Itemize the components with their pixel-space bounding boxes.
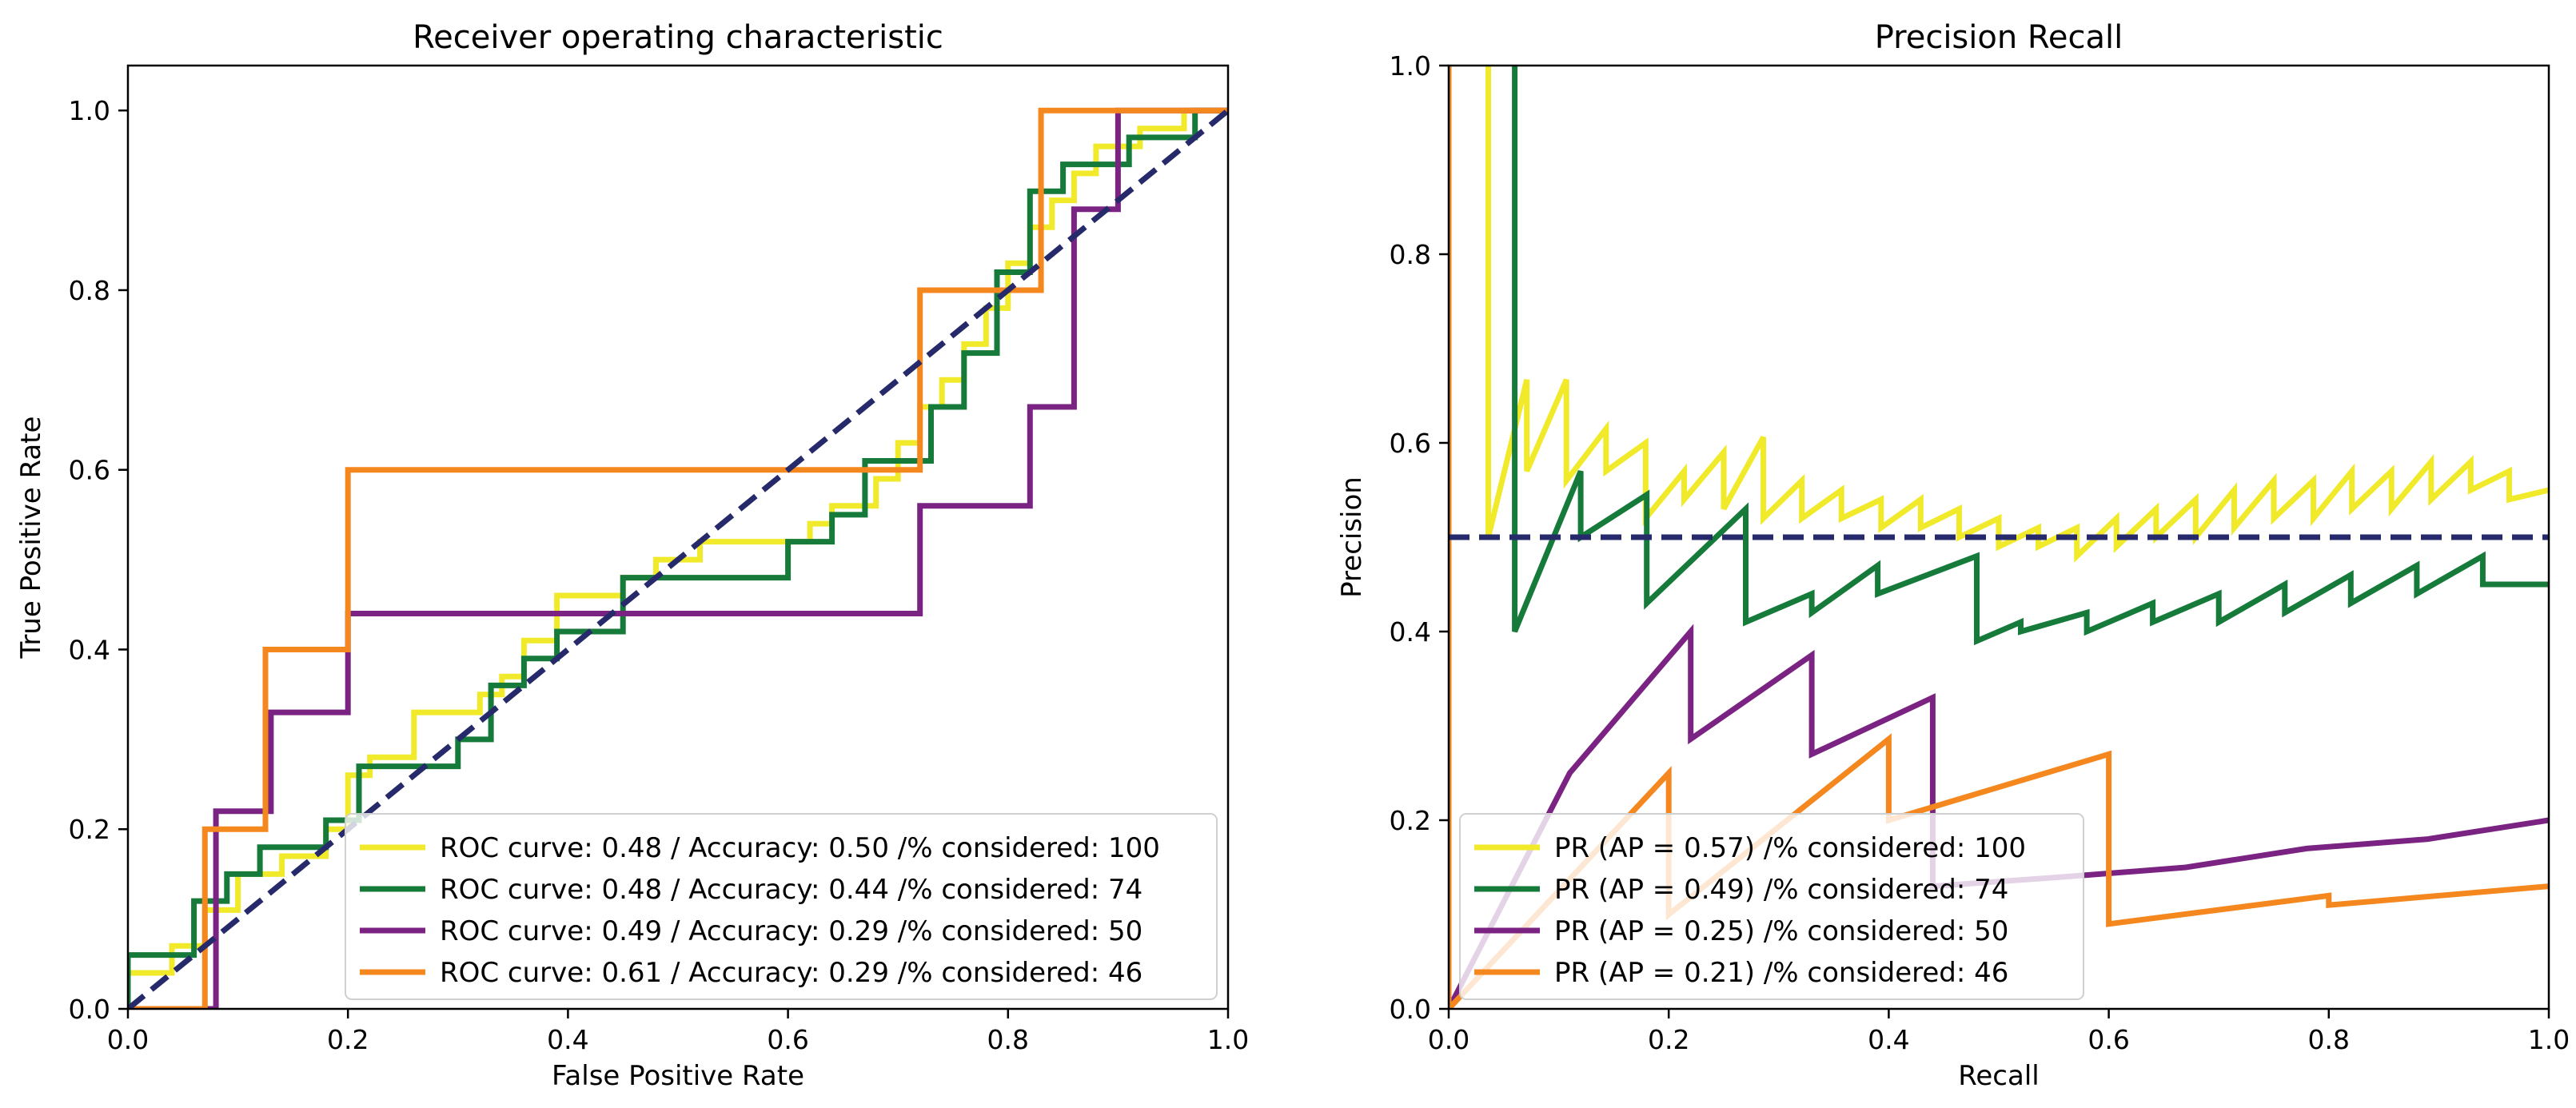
plot-area <box>1449 66 2549 1009</box>
plot-area <box>128 107 1228 1009</box>
y-tick-label: 0.0 <box>69 994 110 1025</box>
x-axis-label: False Positive Rate <box>552 1060 804 1092</box>
x-tick-label: 0.8 <box>2308 1024 2350 1055</box>
legend-label-3: PR (AP = 0.21) /% considered: 46 <box>1554 957 2008 989</box>
x-tick-label: 0.2 <box>327 1024 369 1055</box>
y-tick-label: 0.4 <box>1390 616 1431 648</box>
legend-label-1: PR (AP = 0.49) /% considered: 74 <box>1554 874 2008 906</box>
x-tick-label: 1.0 <box>2528 1024 2570 1055</box>
legend-label-3: ROC curve: 0.61 / Accuracy: 0.29 /% cons… <box>440 957 1142 989</box>
y-tick-label: 0.4 <box>69 634 110 665</box>
series-line-2 <box>1449 624 2549 1009</box>
legend: ROC curve: 0.48 / Accuracy: 0.50 /% cons… <box>345 813 1218 1000</box>
y-tick-label: 0.2 <box>1390 805 1431 836</box>
y-axis-label: True Positive Rate <box>15 416 47 660</box>
legend-label-2: PR (AP = 0.25) /% considered: 50 <box>1554 915 2008 947</box>
legend-label-1: ROC curve: 0.48 / Accuracy: 0.44 /% cons… <box>440 874 1142 906</box>
legend-box <box>345 813 1218 1000</box>
y-tick-label: 1.0 <box>69 95 110 126</box>
series-line-1 <box>128 107 1228 1009</box>
series-line-1 <box>1512 66 2549 646</box>
x-tick-label: 0.2 <box>1648 1024 1689 1055</box>
x-tick-label: 0.4 <box>547 1024 588 1055</box>
reference-line <box>128 108 1228 1009</box>
x-tick-label: 0.0 <box>1428 1024 1469 1055</box>
series-line-3 <box>128 107 1228 1009</box>
legend-label-0: ROC curve: 0.48 / Accuracy: 0.50 /% cons… <box>440 832 1160 864</box>
axes-frame <box>126 64 1230 1010</box>
y-tick-label: 0.6 <box>69 455 110 486</box>
legend-label-2: ROC curve: 0.49 / Accuracy: 0.29 /% cons… <box>440 915 1142 947</box>
x-tick-label: 0.4 <box>1868 1024 1909 1055</box>
chart-title: Receiver operating characteristic <box>413 19 943 56</box>
legend-box <box>1459 813 2084 1000</box>
legend: PR (AP = 0.57) /% considered: 100 PR (AP … <box>1459 813 2084 1000</box>
y-tick-label: 1.0 <box>1390 50 1431 82</box>
series-line-2 <box>128 107 1228 1009</box>
series-line-0 <box>1485 66 2549 563</box>
y-tick-label: 0.6 <box>1390 428 1431 459</box>
y-axis-label: Precision <box>1336 476 1368 598</box>
chart-panel-0: Receiver operating characteristic False P… <box>15 19 1249 1092</box>
chart-title: Precision Recall <box>1875 19 2123 56</box>
x-tick-label: 0.8 <box>987 1024 1029 1055</box>
y-tick-label: 0.8 <box>69 275 110 306</box>
y-tick-label: 0.0 <box>1390 994 1431 1025</box>
y-tick-label: 0.2 <box>69 814 110 845</box>
axes-frame <box>1447 64 2550 1010</box>
x-tick-label: 0.6 <box>2088 1024 2129 1055</box>
x-tick-label: 0.0 <box>107 1024 149 1055</box>
y-tick-label: 0.8 <box>1390 239 1431 270</box>
x-axis-label: Recall <box>1958 1060 2039 1092</box>
x-tick-label: 0.6 <box>767 1024 808 1055</box>
legend-label-0: PR (AP = 0.57) /% considered: 100 <box>1554 832 2026 864</box>
chart-panel-1: Precision Recall Recall Precision 0.0 0.2 0.4… <box>1336 19 2570 1092</box>
x-tick-label: 1.0 <box>1207 1024 1249 1055</box>
